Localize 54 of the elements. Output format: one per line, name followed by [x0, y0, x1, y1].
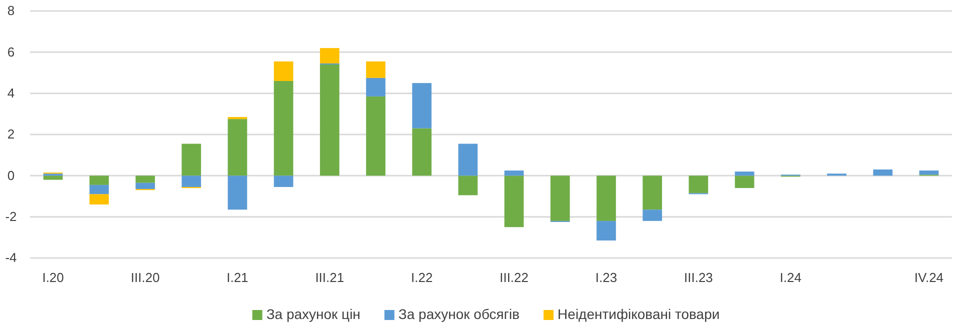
- bar: [274, 176, 294, 187]
- bar: [366, 61, 386, 78]
- bar: [596, 220, 616, 241]
- y-tick-label: 4: [7, 85, 15, 100]
- x-tick-label: III.20: [130, 270, 160, 286]
- bar: [550, 176, 570, 221]
- bar: [228, 176, 248, 210]
- bar: [919, 170, 939, 175]
- bar: [366, 78, 386, 96]
- y-tick-label: -2: [5, 208, 17, 224]
- x-tick-label: IV.24: [914, 270, 944, 286]
- bar: [136, 176, 155, 183]
- legend-label: Неідентифіковані товари: [558, 306, 720, 322]
- bar: [458, 144, 478, 176]
- bar: [366, 96, 386, 176]
- bar: [504, 170, 524, 176]
- bar: [274, 80, 294, 176]
- bar: [182, 176, 202, 187]
- x-tick-label: III.21: [315, 270, 344, 286]
- bar: [228, 119, 248, 176]
- bar: [320, 48, 340, 64]
- bar: [873, 169, 893, 176]
- bar: [734, 176, 754, 188]
- bar: [89, 194, 109, 204]
- bar: [458, 176, 478, 196]
- x-tick-label: III.23: [684, 270, 713, 286]
- legend-label: За рахунок обсягів: [398, 306, 520, 322]
- bar: [596, 176, 616, 221]
- bar: [688, 176, 708, 194]
- bar: [642, 176, 662, 210]
- y-tick-label: 2: [7, 126, 15, 142]
- x-tick-label: I.24: [780, 270, 802, 286]
- y-tick-label: -4: [5, 250, 17, 266]
- x-tick-label: I.20: [42, 270, 64, 286]
- y-tick-label: 0: [7, 168, 15, 183]
- bar: [412, 128, 432, 176]
- bar: [89, 176, 109, 185]
- bar: [274, 61, 294, 81]
- bar: [412, 83, 432, 128]
- bar: [43, 176, 63, 180]
- bar: [320, 64, 340, 176]
- bar: [136, 182, 155, 190]
- y-tick-label: 6: [7, 44, 15, 60]
- legend-label: За рахунок цін: [266, 306, 360, 322]
- bar: [182, 144, 202, 176]
- x-tick-label: I.22: [411, 270, 433, 286]
- x-tick-label: III.22: [500, 270, 529, 286]
- x-tick-label: I.23: [595, 270, 618, 286]
- y-tick-label: 8: [7, 3, 15, 18]
- bar: [642, 210, 662, 221]
- bar: [504, 176, 524, 228]
- bar: [89, 184, 109, 194]
- bar: [734, 172, 754, 176]
- x-tick-label: I.21: [226, 270, 248, 286]
